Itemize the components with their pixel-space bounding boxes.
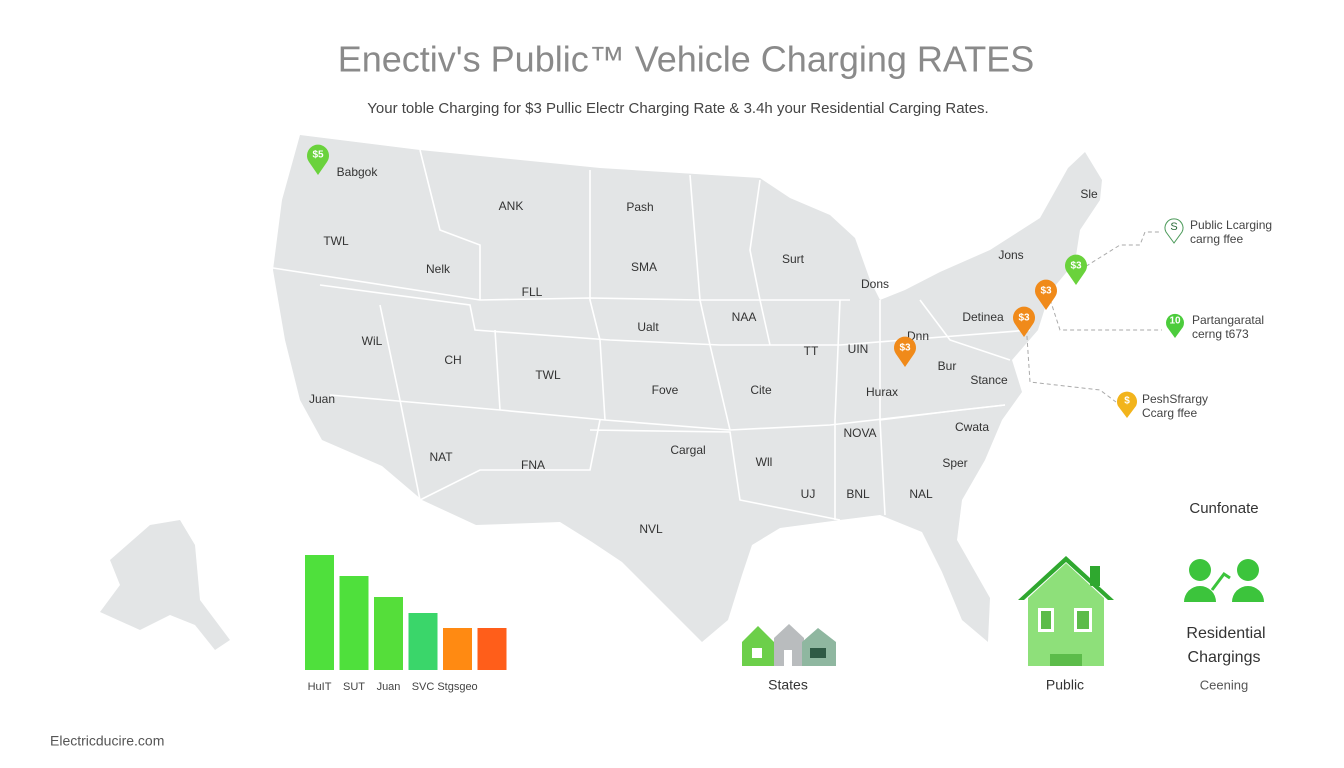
icon-label: Public (1046, 677, 1084, 693)
state-label: Pash (626, 200, 653, 214)
marker-label: $3 (1040, 286, 1052, 297)
state-label: FNA (521, 458, 545, 472)
icon-label: States (768, 677, 808, 693)
x-tick-label: Stgsgeo (437, 681, 477, 693)
legend-text: PeshSfrargy (1142, 392, 1208, 406)
state-borders (272, 149, 1031, 521)
bar-chart: HuIT SUT Juan SVC Stgsgeo (305, 555, 507, 693)
x-tick-label: SVC (412, 681, 435, 693)
map-markers: $5 $3 $3 $3 $3 (307, 144, 1087, 367)
state-label: Dons (861, 277, 889, 291)
legend-text: Ccarg ffee (1142, 406, 1197, 420)
state-label: Ualt (637, 320, 659, 334)
residential-label: Ceening (1200, 677, 1248, 692)
state-label: Nelk (426, 262, 451, 276)
state-labels: Babgok ANK Pash TWL Nelk SMA Surt Jons S… (309, 165, 1098, 536)
state-label: TT (804, 344, 819, 358)
bar (374, 597, 403, 670)
state-label: Bur (938, 359, 957, 373)
residential-title: Chargings (1188, 649, 1261, 666)
marker: $3 (1035, 279, 1057, 310)
residential: Cunfonate Residential Chargings Ceening (1184, 500, 1266, 692)
legend-icon: 10 (1169, 316, 1181, 327)
legend-item: S Public Lcarging carng ffee (1164, 218, 1272, 246)
us-map: Babgok ANK Pash TWL Nelk SMA Surt Jons S… (100, 135, 1102, 650)
marker: $3 (1065, 254, 1087, 285)
legend-text: Public Lcarging (1190, 218, 1272, 232)
state-label: Cwata (955, 420, 989, 434)
bar (305, 555, 334, 670)
connectors (1025, 231, 1162, 403)
state-label: Surt (782, 252, 805, 266)
state-label: FLL (522, 285, 543, 299)
legend-text: cerng t673 (1192, 327, 1249, 341)
states-icon: States (742, 624, 836, 693)
x-tick-label: HuIT (308, 681, 332, 693)
x-tick-label: Juan (377, 681, 401, 693)
marker: $5 (307, 144, 329, 175)
state-label: TWL (535, 368, 561, 382)
x-tick-label: SUT (343, 681, 365, 693)
state-label: WiL (362, 334, 383, 348)
legend-item: 10 Partangaratal cerng t673 (1166, 313, 1264, 341)
state-label: SMA (631, 260, 657, 274)
state-label: NOVA (843, 426, 876, 440)
alaska (100, 520, 230, 650)
state-label: UIN (848, 342, 869, 356)
bar (443, 628, 472, 670)
marker: $3 (894, 336, 916, 367)
legend-text: carng ffee (1190, 232, 1243, 246)
state-label: Juan (309, 392, 335, 406)
subtitle: Your toble Charging for $3 Pullic Electr… (367, 100, 988, 117)
public-icon: Public (1018, 556, 1114, 693)
marker-label: $5 (312, 150, 324, 161)
state-label: NVL (639, 522, 663, 536)
state-label: CH (444, 353, 461, 367)
title: Enectiv's Public™ Vehicle Charging RATES (338, 39, 1035, 80)
state-label: NAT (429, 450, 453, 464)
state-label: NAL (909, 487, 933, 501)
residential-title: Residential (1186, 625, 1265, 642)
legend-item: $ PeshSfrargy Ccarg ffee (1117, 391, 1208, 420)
bar (477, 628, 507, 670)
state-label: Sle (1080, 187, 1098, 201)
marker: $3 (1013, 306, 1035, 337)
marker-label: $3 (1070, 261, 1082, 272)
state-label: Jons (998, 248, 1023, 262)
legend-icon: $ (1124, 396, 1130, 407)
state-label: Wll (756, 455, 773, 469)
state-label: NAA (732, 310, 757, 324)
marker-label: $3 (899, 343, 911, 354)
state-label: UJ (801, 487, 816, 501)
state-label: Fove (652, 383, 679, 397)
state-label: ANK (499, 199, 524, 213)
marker-label: $3 (1018, 313, 1030, 324)
state-label: Cite (750, 383, 772, 397)
bar (339, 576, 369, 670)
state-label: BNL (846, 487, 870, 501)
state-label: Stance (970, 373, 1008, 387)
state-label: Hurax (866, 385, 898, 399)
legend: S Public Lcarging carng ffee 10 Partanga… (1117, 218, 1272, 420)
legend-text: Partangaratal (1192, 313, 1264, 327)
state-label: Cargal (670, 443, 705, 457)
state-label: Sper (942, 456, 967, 470)
state-label: TWL (323, 234, 349, 248)
bar (408, 613, 438, 670)
legend-icon: S (1170, 221, 1177, 233)
footer: Electricducire.com (50, 733, 164, 749)
state-label: Babgok (337, 165, 379, 179)
state-label: Detinea (962, 310, 1004, 324)
residential-heading: Cunfonate (1189, 500, 1258, 517)
